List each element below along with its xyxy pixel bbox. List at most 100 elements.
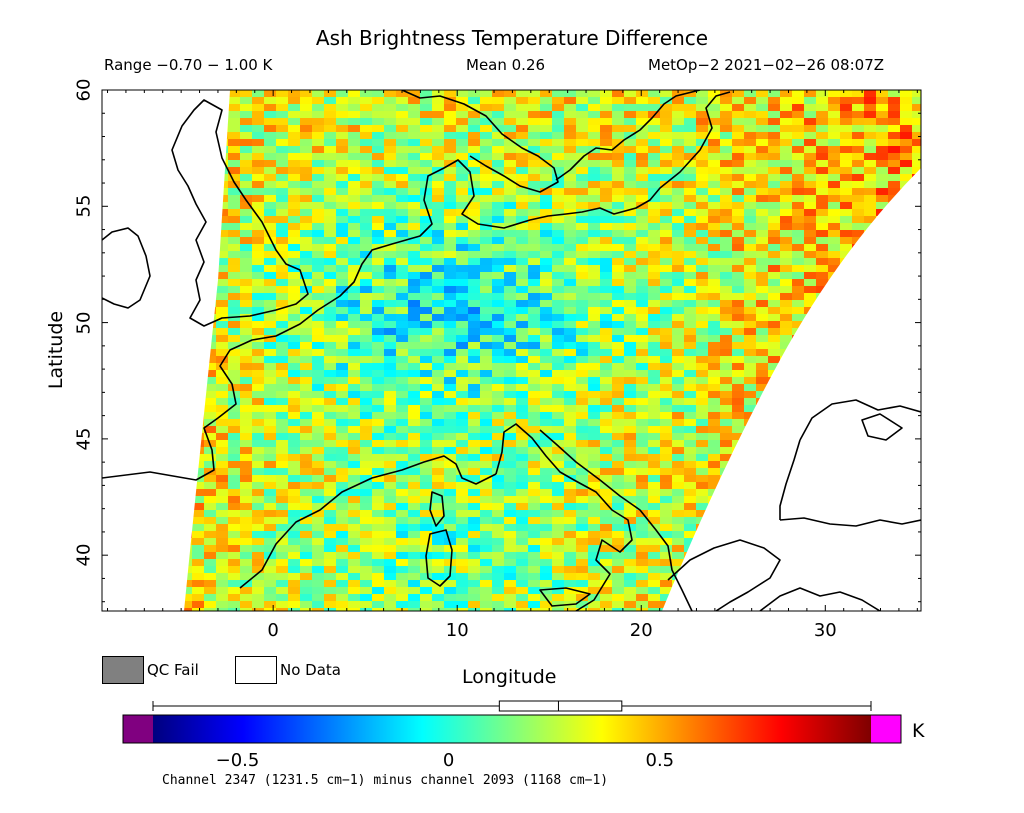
- data-cell: [348, 594, 360, 601]
- data-cell: [648, 328, 660, 335]
- data-cell: [576, 321, 588, 328]
- data-cell: [504, 307, 516, 314]
- data-cell: [696, 426, 708, 433]
- data-cell: [540, 468, 552, 475]
- data-cell: [264, 461, 276, 468]
- data-cell: [264, 398, 276, 405]
- data-cell: [528, 426, 540, 433]
- data-cell: [648, 342, 660, 349]
- data-cell: [528, 489, 540, 496]
- data-cell: [456, 202, 468, 209]
- data-cell: [672, 237, 684, 244]
- data-cell: [184, 573, 192, 580]
- data-cell: [288, 300, 300, 307]
- data-cell: [672, 244, 684, 251]
- data-cell: [480, 531, 492, 538]
- data-cell: [408, 174, 420, 181]
- data-cell: [780, 244, 792, 251]
- data-cell: [384, 335, 396, 342]
- data-cell: [648, 412, 660, 419]
- data-cell: [192, 559, 204, 566]
- data-cell: [444, 601, 456, 608]
- data-cell: [444, 496, 456, 503]
- data-cell: [660, 195, 672, 202]
- data-cell: [804, 118, 816, 125]
- data-cell: [684, 216, 696, 223]
- data-cell: [828, 209, 840, 216]
- data-cell: [456, 461, 468, 468]
- data-cell: [384, 111, 396, 118]
- data-cell: [240, 419, 252, 426]
- data-cell: [552, 272, 564, 279]
- data-cell: [276, 363, 288, 370]
- data-cell: [540, 188, 552, 195]
- data-cell: [420, 440, 432, 447]
- data-cell: [576, 419, 588, 426]
- data-cell: [264, 545, 276, 552]
- data-cell: [792, 265, 804, 272]
- data-cell: [336, 258, 348, 265]
- data-cell: [492, 258, 504, 265]
- data-cell: [816, 118, 828, 125]
- data-cell: [504, 167, 516, 174]
- data-cell: [348, 440, 360, 447]
- data-cell: [636, 552, 648, 559]
- data-cell: [288, 335, 300, 342]
- data-cell: [648, 335, 660, 342]
- data-cell: [540, 251, 552, 258]
- data-cell: [564, 552, 576, 559]
- data-cell: [540, 370, 552, 377]
- data-cell: [324, 335, 336, 342]
- data-cell: [480, 293, 492, 300]
- data-cell: [612, 90, 624, 97]
- data-cell: [204, 552, 216, 559]
- data-cell: [648, 132, 660, 139]
- data-cell: [900, 167, 912, 174]
- data-cell: [372, 342, 384, 349]
- data-cell: [780, 342, 792, 349]
- data-cell: [744, 258, 756, 265]
- data-cell: [564, 398, 576, 405]
- data-cell: [252, 307, 264, 314]
- data-cell: [252, 258, 264, 265]
- data-cell: [648, 545, 660, 552]
- data-cell: [588, 580, 600, 587]
- data-cell: [288, 209, 300, 216]
- data-cell: [216, 524, 228, 531]
- data-cell: [468, 307, 480, 314]
- data-cell: [444, 482, 456, 489]
- data-cell: [420, 370, 432, 377]
- data-cell: [516, 174, 528, 181]
- data-cell: [552, 342, 564, 349]
- data-cell: [612, 167, 624, 174]
- data-cell: [300, 405, 312, 412]
- data-cell: [564, 223, 576, 230]
- data-cell: [312, 489, 324, 496]
- data-cell: [792, 216, 804, 223]
- data-cell: [480, 300, 492, 307]
- data-cell: [192, 517, 204, 524]
- data-cell: [684, 503, 696, 510]
- data-cell: [408, 377, 420, 384]
- data-cell: [552, 251, 564, 258]
- data-cell: [456, 188, 468, 195]
- data-cell: [624, 244, 636, 251]
- data-cell: [768, 216, 780, 223]
- data-cell: [804, 195, 816, 202]
- data-cell: [468, 398, 480, 405]
- data-cell: [696, 328, 708, 335]
- data-cell: [660, 209, 672, 216]
- data-cell: [660, 139, 672, 146]
- data-cell: [384, 580, 396, 587]
- data-cell: [516, 223, 528, 230]
- data-cell: [480, 314, 492, 321]
- data-cell: [768, 335, 780, 342]
- data-cell: [396, 573, 408, 580]
- data-cell: [396, 146, 408, 153]
- data-cell: [564, 489, 576, 496]
- data-cell: [588, 216, 600, 223]
- data-cell: [360, 307, 372, 314]
- data-cell: [432, 531, 444, 538]
- data-cell: [252, 545, 264, 552]
- data-cell: [576, 391, 588, 398]
